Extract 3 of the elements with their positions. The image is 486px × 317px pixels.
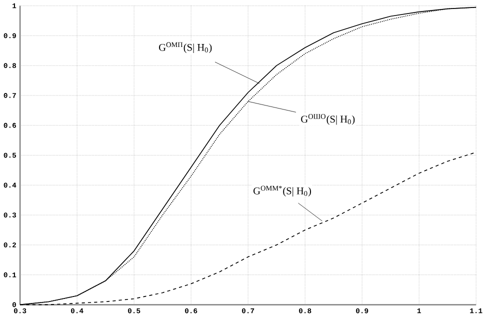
annotation: G$^{ОШО}$(S| H$_{0}$) (301, 114, 355, 125)
annotation: G$^{ОМП}$(S| H$_{0}$) (159, 42, 212, 54)
annotation: G$^{ОММ*}$(S| H$_{0}$) (254, 186, 311, 197)
